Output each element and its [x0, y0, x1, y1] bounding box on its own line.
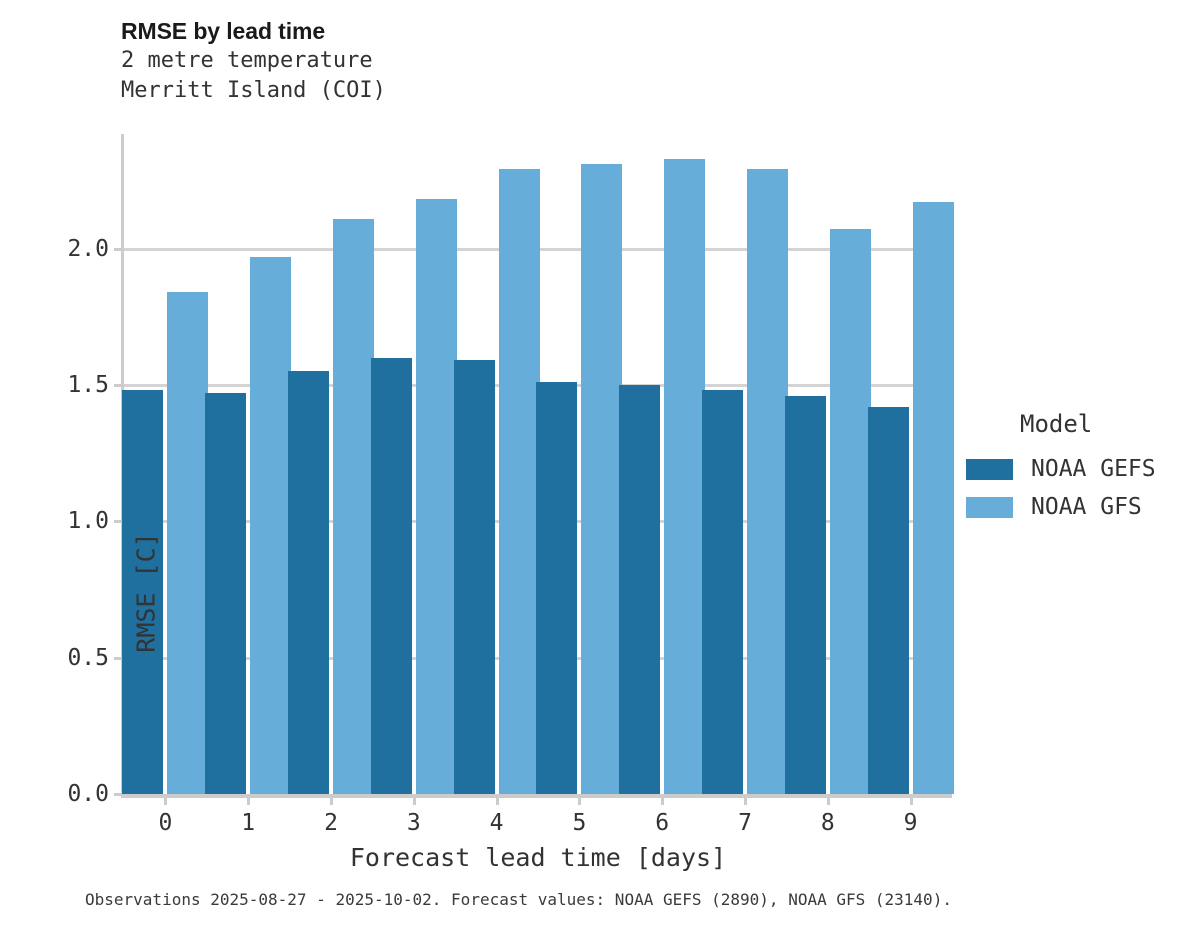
bar — [250, 256, 292, 794]
bar — [333, 218, 374, 794]
bar — [498, 169, 540, 794]
bar — [167, 292, 209, 794]
x-tick-label: 4 — [489, 810, 504, 836]
y-tick-label: 0.0 — [67, 781, 109, 807]
x-tick-mark — [330, 798, 333, 805]
title-block: RMSE by lead time 2 metre temperature Me… — [121, 16, 821, 106]
y-tick-label: 1.0 — [67, 508, 109, 535]
bar — [122, 390, 164, 794]
bar — [536, 382, 578, 794]
x-tick-mark — [744, 798, 747, 805]
bar — [453, 360, 495, 794]
x-tick-mark — [495, 798, 499, 805]
bar — [784, 395, 826, 794]
legend-entry[interactable]: NOAA GFS — [966, 490, 1181, 524]
x-tick-mark — [412, 798, 416, 805]
x-tick-mark — [164, 798, 168, 805]
legend-swatch — [966, 458, 1013, 480]
x-tick-label: 6 — [655, 810, 670, 836]
y-tick-label: 0.5 — [67, 644, 109, 671]
y-tick-mark — [114, 383, 121, 387]
chart-subtitle-variable: 2 metre temperature — [121, 48, 373, 73]
legend-entry[interactable]: NOAA GEFS — [966, 452, 1181, 486]
legend-swatch — [966, 496, 1013, 518]
bar — [288, 371, 329, 794]
x-tick-label: 9 — [903, 810, 918, 836]
bar — [415, 199, 457, 794]
x-tick-label: 3 — [406, 810, 421, 836]
chart-subtitle-location: Merritt Island (COI) — [121, 78, 386, 103]
bar — [205, 393, 247, 794]
legend-title: Model — [1020, 410, 1093, 438]
page-title: RMSE by lead time — [121, 18, 326, 44]
x-tick-mark — [826, 798, 830, 805]
x-tick-label: 1 — [241, 810, 256, 836]
bar — [370, 357, 412, 794]
x-tick-mark — [909, 798, 913, 805]
bar — [664, 158, 706, 794]
y-tick-mark — [114, 793, 121, 796]
bar — [581, 164, 623, 794]
x-tick-label: 0 — [158, 810, 173, 836]
bar — [829, 229, 871, 794]
x-tick-label: 5 — [572, 810, 587, 836]
y-axis-title: RMSE [C] — [131, 532, 161, 653]
x-tick-mark — [661, 798, 665, 805]
legend-label: NOAA GEFS — [1031, 456, 1156, 482]
x-tick-mark — [578, 798, 582, 805]
plot-area: 0.0 0.5 1.0 1.5 2.0 0 1 2 3 4 5 6 7 8 9 RMSE [C] — [67, 134, 954, 836]
x-tick-mark — [247, 798, 251, 805]
y-tick-mark — [114, 656, 121, 660]
y-tick-mark — [114, 520, 121, 524]
x-tick-label: 7 — [738, 810, 752, 836]
bar — [912, 202, 954, 794]
legend-label: NOAA GFS — [1031, 494, 1142, 520]
x-axis-title: Forecast lead time [days] — [349, 843, 727, 872]
y-tick-label: 2.0 — [67, 235, 109, 262]
legend-entries: NOAA GEFS NOAA GFS — [966, 452, 1181, 524]
bar — [702, 390, 743, 794]
y-tick-label: 1.5 — [67, 371, 109, 398]
figure-caption: Observations 2025-08-27 - 2025-10-02. Fo… — [85, 890, 952, 909]
bar — [619, 384, 661, 794]
x-axis-spine — [121, 794, 952, 798]
x-tick-label: 2 — [324, 810, 338, 836]
y-tick-mark — [114, 247, 121, 251]
y-axis-tick-labels: 0.0 0.5 1.0 1.5 2.0 — [19, 134, 109, 807]
legend: Model NOAA GEFS NOAA GFS — [966, 410, 1181, 528]
bar — [747, 169, 788, 794]
bar — [867, 406, 909, 794]
x-tick-label: 8 — [820, 810, 835, 836]
